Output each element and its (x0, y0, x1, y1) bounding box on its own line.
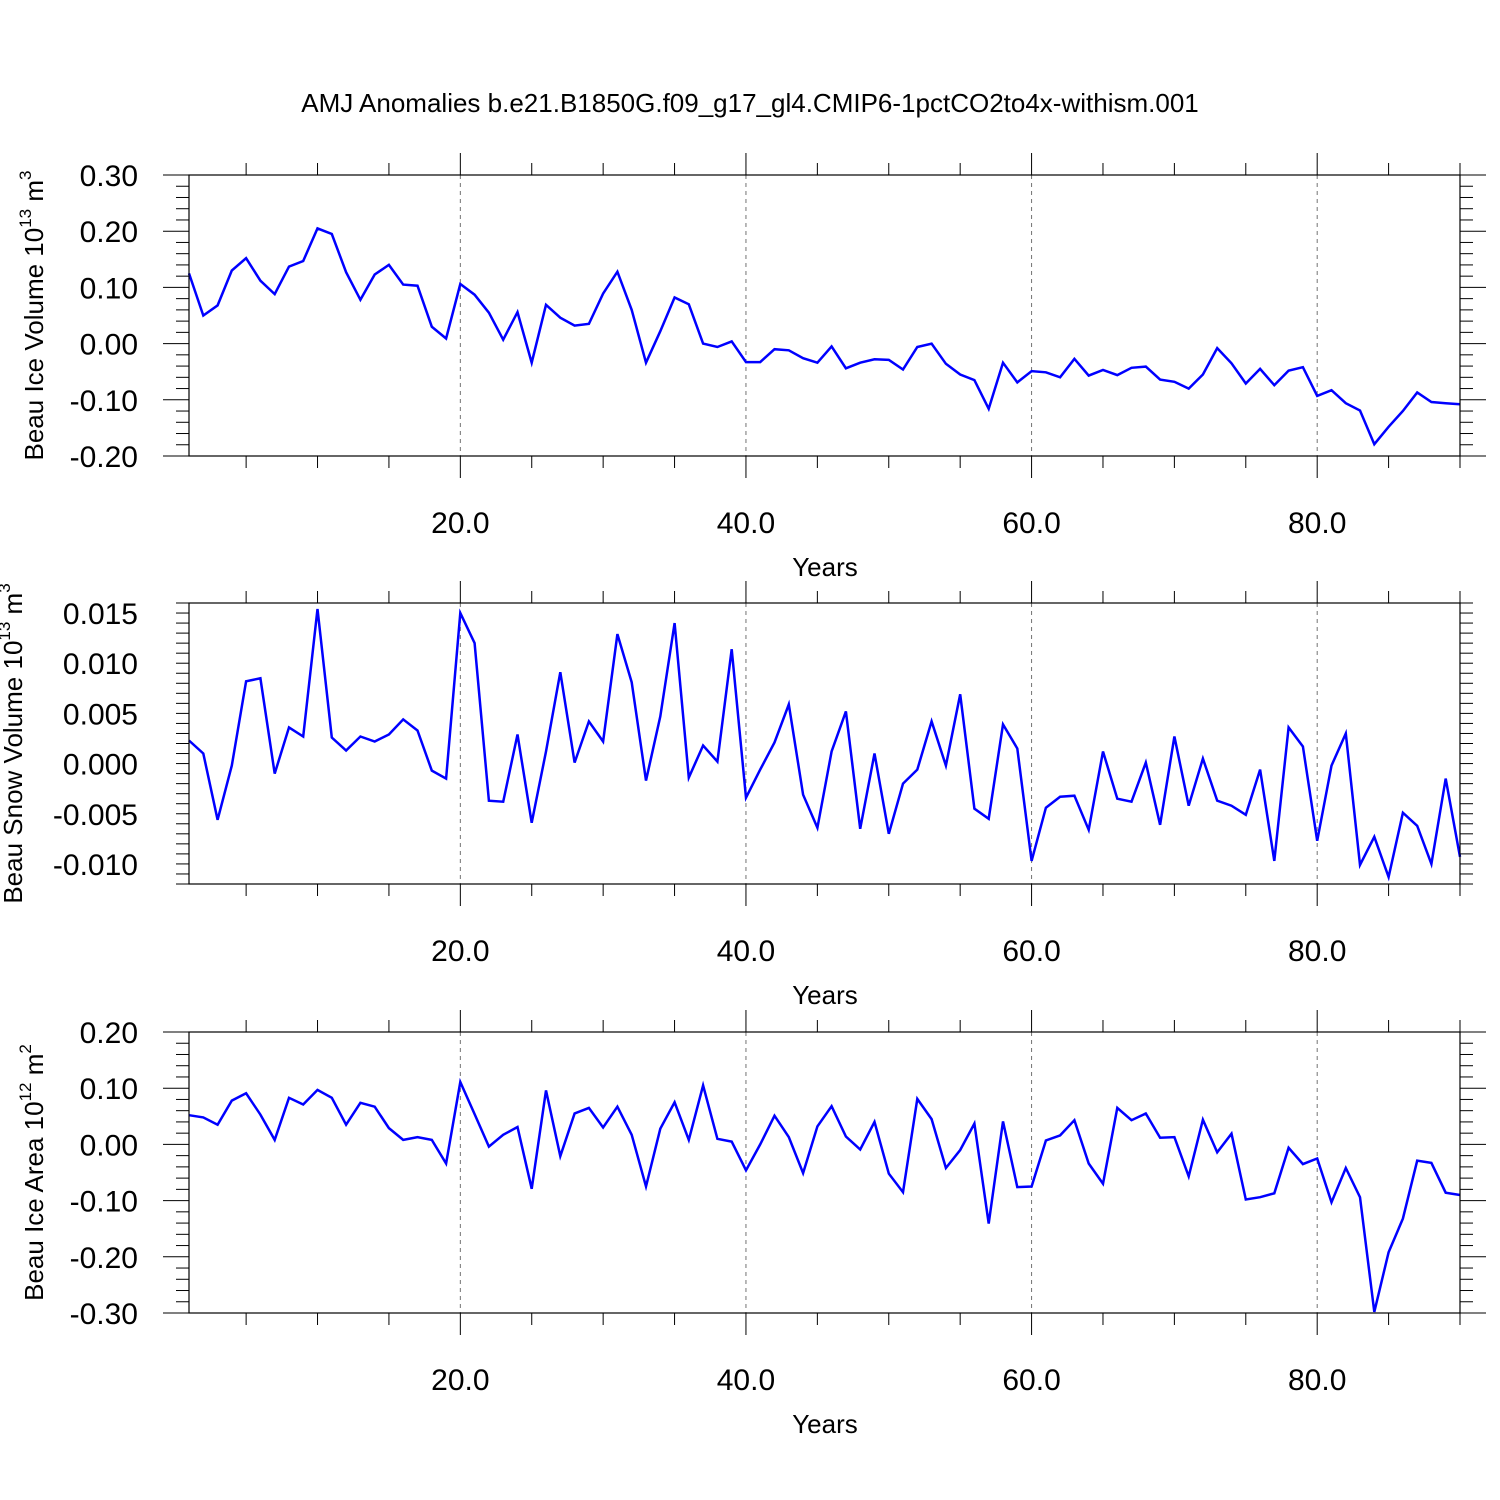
x-tick-label: 40.0 (717, 935, 775, 968)
y-tick-label: 0.10 (80, 272, 138, 305)
y-tick-label: -0.010 (53, 849, 138, 882)
series-line (188, 1077, 1461, 1313)
series-line (187, 226, 1461, 447)
y-tick-label: -0.30 (70, 1298, 138, 1331)
panel-3: -0.30 -0.20 -0.10 0.00 0.10 0.20 20.0 40.0 60.0 8… (16, 1010, 1486, 1439)
x-axis-label: Years (792, 980, 858, 1010)
y-tick-label: 0.10 (80, 1073, 138, 1106)
x-axis-label: Years (792, 1409, 858, 1439)
y-tick-label: 0.20 (80, 1017, 138, 1050)
panel-2: -0.010 -0.005 0.000 0.005 0.010 0.015 20.0 40.0… (0, 581, 1473, 1010)
y-tick-label: -0.20 (70, 441, 138, 474)
x-tick-label: 20.0 (431, 935, 489, 968)
y-tick-label: 0.00 (80, 1129, 138, 1162)
x-tick-label: 80.0 (1288, 935, 1346, 968)
y-tick-label: -0.005 (53, 799, 138, 832)
x-tick-label: 60.0 (1002, 1364, 1060, 1397)
plot-frame (188, 1031, 1461, 1314)
y-tick-label: 0.30 (80, 160, 138, 193)
x-axis-label: Years (792, 552, 858, 582)
y-tick-label: 0.00 (80, 329, 138, 362)
x-tick-label: 60.0 (1002, 507, 1060, 540)
x-tick-label: 80.0 (1288, 1364, 1346, 1397)
y-tick-label: -0.20 (70, 1242, 138, 1275)
y-tick-label: -0.10 (70, 385, 138, 418)
plot-frame (188, 602, 1461, 885)
y-tick-label: 0.015 (63, 598, 138, 631)
series-line (188, 608, 1462, 882)
chart-title: AMJ Anomalies b.e21.B1850G.f09_g17_gl4.C… (301, 88, 1198, 118)
x-tick-label: 40.0 (717, 507, 775, 540)
y-tick-label: 0.005 (63, 698, 138, 731)
y-tick-label: -0.10 (70, 1186, 138, 1219)
y-tick-label: 0.010 (63, 648, 138, 681)
y-axis-label: Beau Ice Volume 1013 m3 (16, 171, 49, 461)
panel-1: -0.20 -0.10 0.00 0.10 0.20 0.30 20.0 40.0 60.0 80… (16, 153, 1486, 582)
y-tick-label: 0.000 (63, 749, 138, 782)
y-tick-label: 0.20 (80, 216, 138, 249)
x-tick-label: 60.0 (1002, 935, 1060, 968)
y-axis-label: Beau Snow Volume 1013 m3 (0, 583, 28, 903)
panels-group: -0.20 -0.10 0.00 0.10 0.20 0.30 20.0 40.0 60.0 80… (0, 153, 1486, 1439)
x-tick-label: 40.0 (717, 1364, 775, 1397)
x-tick-label: 20.0 (431, 507, 489, 540)
x-tick-label: 20.0 (431, 1364, 489, 1397)
y-axis-label: Beau Ice Area 1012 m2 (16, 1044, 49, 1301)
plot-frame (188, 174, 1461, 457)
x-tick-label: 80.0 (1288, 507, 1346, 540)
